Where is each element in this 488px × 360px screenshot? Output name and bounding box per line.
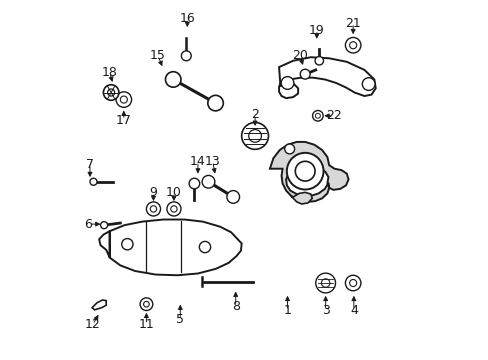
- Text: 3: 3: [321, 304, 329, 317]
- Circle shape: [150, 206, 156, 212]
- Circle shape: [101, 222, 107, 229]
- Polygon shape: [92, 300, 106, 310]
- Circle shape: [165, 72, 181, 87]
- Circle shape: [349, 42, 356, 49]
- Text: 21: 21: [345, 17, 360, 30]
- Text: 9: 9: [149, 186, 157, 199]
- Circle shape: [315, 273, 335, 293]
- Circle shape: [226, 190, 239, 203]
- Circle shape: [321, 279, 329, 287]
- Text: 16: 16: [179, 12, 195, 25]
- Text: 10: 10: [165, 186, 182, 199]
- Text: 12: 12: [85, 318, 101, 331]
- Text: 2: 2: [251, 108, 259, 121]
- Circle shape: [362, 78, 374, 90]
- Circle shape: [284, 144, 294, 154]
- Circle shape: [146, 202, 160, 216]
- Circle shape: [349, 279, 356, 287]
- Circle shape: [295, 161, 314, 181]
- Polygon shape: [279, 57, 375, 98]
- Polygon shape: [99, 220, 241, 275]
- Circle shape: [207, 95, 223, 111]
- Circle shape: [202, 175, 214, 188]
- Circle shape: [241, 122, 268, 149]
- Text: 17: 17: [116, 113, 131, 126]
- Text: 5: 5: [176, 313, 184, 326]
- Circle shape: [90, 178, 97, 185]
- Text: 19: 19: [308, 23, 324, 37]
- Circle shape: [166, 202, 181, 216]
- Circle shape: [181, 51, 191, 61]
- Circle shape: [170, 206, 177, 212]
- Circle shape: [189, 178, 199, 189]
- Text: 14: 14: [190, 155, 205, 168]
- Circle shape: [116, 92, 131, 107]
- Circle shape: [281, 77, 293, 89]
- Circle shape: [314, 57, 323, 65]
- Circle shape: [107, 89, 114, 96]
- Circle shape: [199, 242, 210, 253]
- Text: 1: 1: [283, 304, 291, 317]
- Text: 20: 20: [292, 49, 307, 62]
- Text: 6: 6: [84, 217, 92, 231]
- Circle shape: [120, 96, 127, 103]
- Polygon shape: [290, 192, 312, 204]
- Circle shape: [103, 85, 119, 100]
- Circle shape: [140, 298, 152, 311]
- Text: 11: 11: [138, 318, 154, 331]
- Text: 18: 18: [102, 66, 118, 79]
- Text: 22: 22: [326, 109, 342, 122]
- Circle shape: [345, 37, 360, 53]
- Text: 4: 4: [349, 304, 357, 317]
- Text: 8: 8: [231, 300, 239, 313]
- Circle shape: [312, 111, 323, 121]
- Text: 13: 13: [204, 155, 220, 168]
- Polygon shape: [269, 142, 348, 202]
- Text: 15: 15: [150, 49, 165, 62]
- Circle shape: [315, 113, 320, 118]
- Circle shape: [122, 239, 133, 250]
- Text: 7: 7: [86, 158, 94, 171]
- Circle shape: [143, 301, 149, 307]
- Circle shape: [248, 130, 261, 142]
- Circle shape: [300, 69, 309, 79]
- Circle shape: [345, 275, 360, 291]
- Circle shape: [286, 153, 323, 189]
